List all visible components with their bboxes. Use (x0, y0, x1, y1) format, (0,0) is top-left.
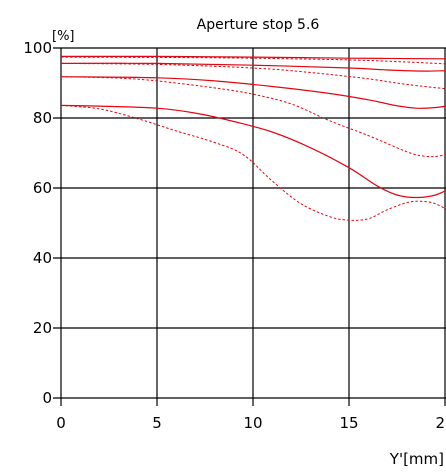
x-axis-label: Y'[mm] (389, 450, 444, 468)
series-line-4-dashed (60, 62, 446, 90)
x-tick-label-0: 0 (56, 414, 66, 432)
series-line-7-solid (60, 104, 446, 199)
grid (53, 47, 446, 406)
y-tick-label-0: 0 (42, 389, 52, 407)
series-line-2-dashed (60, 56, 446, 65)
x-tick-label-15: 15 (339, 414, 358, 432)
y-tick-label-40: 40 (33, 249, 52, 267)
series-line-3-solid (60, 62, 446, 72)
series-line-5-solid (60, 76, 446, 109)
series-group (60, 55, 446, 221)
y-tick-label-60: 60 (33, 179, 52, 197)
y-tick-label-20: 20 (33, 319, 52, 337)
chart-title: Aperture stop 5.6 (197, 17, 320, 33)
y-tick-label-80: 80 (33, 109, 52, 127)
y-tick-label-100: 100 (23, 39, 52, 57)
series-line-1-solid (60, 55, 446, 60)
y-axis-label: [%] (52, 29, 75, 44)
x-tick-label-20: 20 (435, 414, 446, 432)
tick-labels: 0 5 10 15 20 0 20 40 60 80 100 (23, 39, 446, 432)
series-line-6-dashed (60, 76, 446, 158)
x-tick-label-5: 5 (152, 414, 162, 432)
x-tick-label-10: 10 (243, 414, 262, 432)
